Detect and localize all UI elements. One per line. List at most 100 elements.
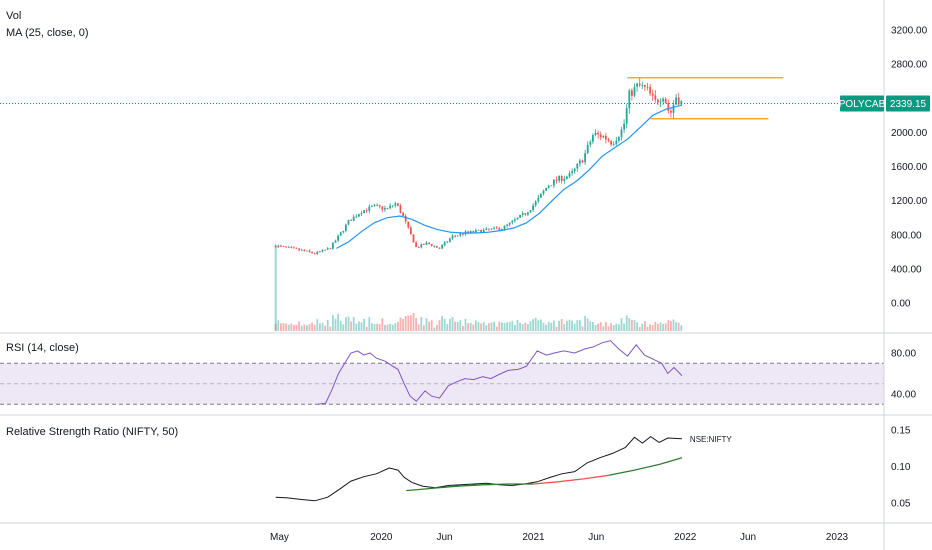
candle[interactable]	[295, 247, 298, 249]
candle[interactable]	[571, 168, 573, 176]
candle[interactable]	[579, 158, 581, 167]
candle[interactable]	[568, 170, 571, 179]
candle[interactable]	[636, 82, 638, 92]
moving-average-line[interactable]	[336, 104, 683, 249]
candle[interactable]	[498, 226, 501, 231]
candle[interactable]	[449, 237, 451, 243]
candle[interactable]	[623, 119, 625, 133]
candle[interactable]	[534, 200, 537, 207]
candle[interactable]	[566, 175, 568, 180]
symbol-badge[interactable]	[840, 95, 884, 112]
candle[interactable]	[350, 219, 352, 221]
candle[interactable]	[334, 239, 337, 243]
candle[interactable]	[599, 131, 602, 141]
candle[interactable]	[597, 130, 599, 139]
candle[interactable]	[558, 175, 560, 183]
candle[interactable]	[527, 211, 529, 216]
rsr-line[interactable]	[275, 435, 682, 502]
candle[interactable]	[662, 96, 664, 106]
candle[interactable]	[475, 228, 477, 234]
candle[interactable]	[282, 245, 285, 247]
candle[interactable]	[425, 241, 428, 246]
rsi-pane[interactable]	[0, 340, 884, 405]
candle[interactable]	[438, 247, 441, 249]
candle[interactable]	[417, 245, 420, 248]
candle[interactable]	[365, 208, 368, 214]
candle[interactable]	[360, 211, 363, 216]
candle[interactable]	[433, 245, 436, 248]
candle[interactable]	[542, 189, 545, 196]
rsr-ma-line-below[interactable]	[533, 474, 609, 485]
rsr-ma-line[interactable]	[608, 457, 683, 476]
candle[interactable]	[371, 205, 373, 208]
candle[interactable]	[670, 107, 672, 118]
candle[interactable]	[573, 167, 576, 175]
candle[interactable]	[490, 228, 493, 231]
candle[interactable]	[519, 214, 521, 218]
candle[interactable]	[628, 88, 631, 114]
candle[interactable]	[495, 226, 498, 230]
candle[interactable]	[672, 100, 675, 119]
candle[interactable]	[477, 229, 480, 231]
candle[interactable]	[644, 84, 646, 91]
candle[interactable]	[532, 203, 534, 213]
candle[interactable]	[386, 207, 389, 210]
candle[interactable]	[303, 249, 306, 252]
candle[interactable]	[540, 193, 542, 198]
candle[interactable]	[563, 175, 566, 184]
rsi-line[interactable]	[317, 340, 683, 405]
candle[interactable]	[553, 179, 555, 189]
candle[interactable]	[581, 159, 584, 164]
candle[interactable]	[521, 211, 524, 218]
candle[interactable]	[332, 242, 334, 250]
candle[interactable]	[584, 149, 586, 165]
rsr-ma-line[interactable]	[406, 483, 534, 492]
candle[interactable]	[537, 194, 540, 204]
candle[interactable]	[300, 248, 303, 251]
candle[interactable]	[368, 204, 371, 214]
candle[interactable]	[345, 223, 347, 233]
candle[interactable]	[511, 219, 514, 225]
candle[interactable]	[612, 141, 615, 147]
candle[interactable]	[311, 251, 313, 254]
candle[interactable]	[342, 230, 345, 234]
candle[interactable]	[625, 104, 628, 129]
candle[interactable]	[602, 135, 605, 139]
candle[interactable]	[592, 133, 594, 144]
candle[interactable]	[607, 137, 610, 143]
price-badge[interactable]	[886, 95, 930, 112]
candle[interactable]	[576, 163, 579, 172]
candle[interactable]	[485, 227, 488, 231]
candle[interactable]	[641, 81, 644, 89]
relative-strength-pane[interactable]: NSE:NIFTY	[275, 435, 733, 502]
candle[interactable]	[277, 244, 280, 248]
candle[interactable]	[407, 221, 410, 229]
candle[interactable]	[667, 99, 670, 114]
price-pane[interactable]	[0, 77, 884, 331]
candle[interactable]	[391, 205, 394, 208]
candle[interactable]	[456, 235, 459, 237]
candle[interactable]	[428, 242, 430, 245]
candle[interactable]	[443, 240, 446, 247]
candle[interactable]	[589, 139, 592, 148]
candle[interactable]	[550, 185, 553, 187]
candle[interactable]	[352, 214, 355, 221]
candle[interactable]	[610, 140, 612, 147]
candle[interactable]	[293, 246, 295, 249]
candle[interactable]	[586, 141, 589, 155]
candle[interactable]	[524, 213, 527, 216]
candle[interactable]	[651, 89, 654, 101]
candle[interactable]	[657, 98, 659, 106]
candle[interactable]	[324, 249, 326, 251]
candle[interactable]	[446, 240, 449, 244]
candle[interactable]	[373, 203, 376, 207]
candle[interactable]	[378, 204, 381, 209]
candle[interactable]	[308, 249, 311, 253]
candle[interactable]	[454, 234, 456, 238]
candle[interactable]	[430, 244, 433, 247]
candle[interactable]	[397, 203, 399, 207]
candle[interactable]	[555, 176, 558, 184]
candle[interactable]	[394, 201, 397, 208]
candle[interactable]	[605, 132, 607, 144]
candle[interactable]	[659, 98, 662, 108]
